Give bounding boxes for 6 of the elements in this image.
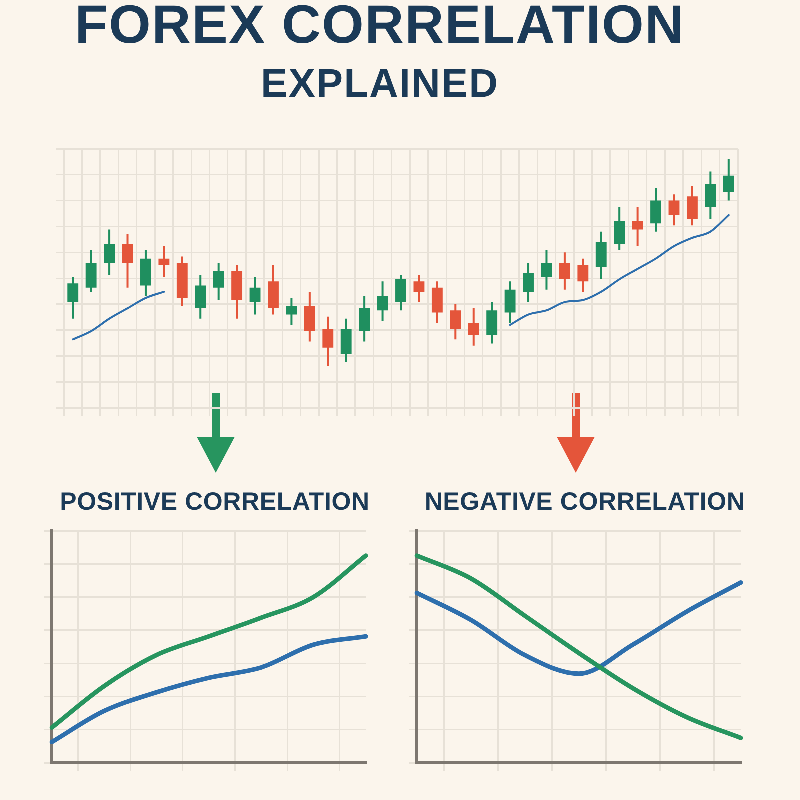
- candlestick: [286, 298, 298, 326]
- chart-title: NEGATIVE CORRELATION: [424, 488, 746, 517]
- chart-title: FOREX CORRELATION: [74, 0, 686, 56]
- chart-title: POSITIVE CORRELATION: [59, 488, 371, 517]
- candlestick: [632, 207, 644, 246]
- chart-subtitle: EXPLAINED: [260, 62, 500, 107]
